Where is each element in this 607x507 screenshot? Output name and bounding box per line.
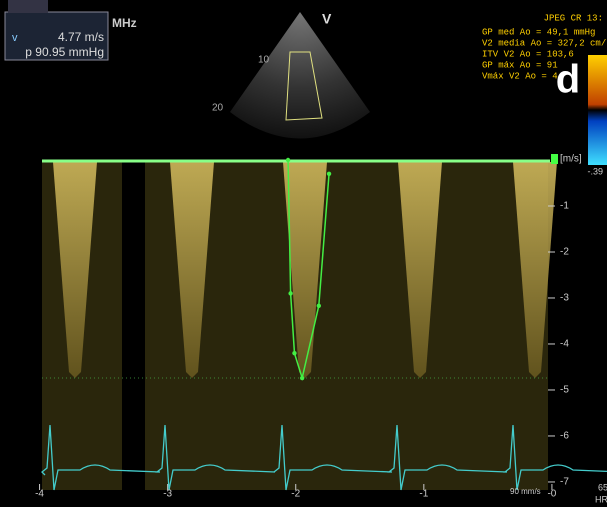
v-value: 4.77 m/s [58, 30, 104, 44]
y-tick-label: -2 [560, 247, 569, 258]
depth-label: 20 [212, 103, 224, 114]
x-tick-label: -2 [291, 489, 300, 500]
panel-letter: d [556, 58, 580, 102]
x-tick-label: -4 [35, 489, 44, 500]
trace-point [300, 376, 304, 380]
y-tick-label: -6 [560, 431, 569, 442]
report-line: GP med Ao = 49,1 mmHg [482, 27, 595, 37]
y-tick-label: -1 [560, 201, 569, 212]
heart-rate-value: 65 [598, 482, 607, 492]
baseline-marker [551, 154, 558, 164]
y-tick-label: -4 [560, 339, 569, 350]
trace-point [292, 351, 296, 355]
trace-point [286, 158, 290, 162]
x-tick-label: -1 [419, 489, 428, 500]
color-bar-label: -.39 [587, 166, 603, 176]
page: {"measurement_box": {"v_label": "v", "v_… [0, 0, 607, 507]
report-header: JPEG CR 13: [544, 13, 603, 23]
y-tick-label: -7 [560, 477, 569, 488]
p-value: p 90.95 mmHg [25, 45, 104, 59]
x-tick-label: -0 [547, 489, 556, 500]
ultrasound-screen: v 4.77 m/s p 90.95 mmHg MHz V 10 20 JPEG… [0, 0, 607, 507]
frequency-unit: MHz [112, 16, 137, 30]
icon [8, 0, 48, 13]
trace-point [327, 172, 331, 176]
y-tick-label: -3 [560, 293, 569, 304]
v-label: v [12, 32, 18, 44]
sector-marker: V [322, 11, 332, 27]
velocity-unit: [m/s] [560, 154, 582, 165]
y-tick-label: -5 [560, 385, 569, 396]
heart-rate-label: HR [595, 494, 607, 504]
gap-band [122, 160, 145, 490]
color-bar [588, 55, 607, 165]
depth-label: 10 [258, 55, 270, 66]
report-line: V2 media Ao = 327,2 cm/s [482, 38, 607, 48]
report-line: GP máx Ao = 91 [482, 60, 558, 70]
report-line: Vmáx V2 Ao = 4 [482, 71, 558, 81]
trace-point [288, 291, 292, 295]
x-tick-label: -3 [163, 489, 172, 500]
trace-point [317, 304, 321, 308]
sweep-speed: 90 mm/s [510, 487, 541, 496]
